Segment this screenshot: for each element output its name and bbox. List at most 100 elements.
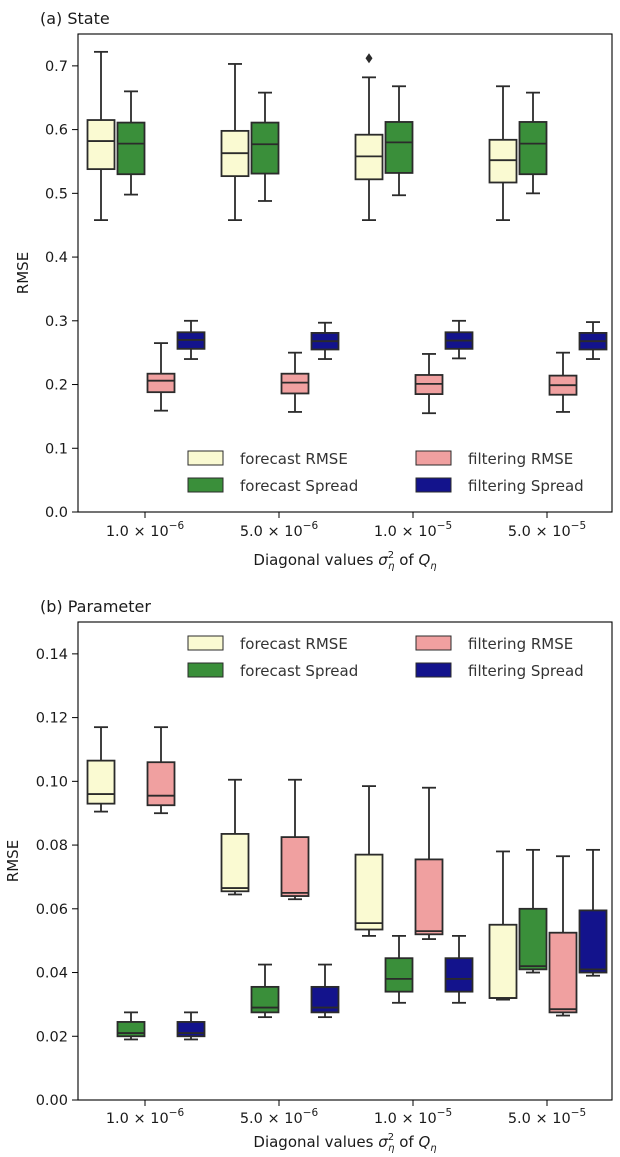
box-body [414, 858, 444, 936]
x-tick-mantissa: 1.0 [106, 1111, 129, 1127]
panel-parameter: (b) Parameter 0.00 0.02 0.04 0.06 0.08 0.10 0.1… [4, 597, 613, 1154]
box-body [518, 121, 548, 176]
box-forecast-rmse [488, 850, 518, 1001]
y-tick-label: 0.0 [45, 505, 68, 521]
x-tick-mantissa: 1.0 [106, 524, 129, 540]
x-tick-times: × 10 [531, 1111, 571, 1127]
y-tick-label: 0.3 [45, 314, 68, 330]
box-filtering-spread [176, 1011, 206, 1041]
box-body [488, 138, 518, 184]
legend-swatch [187, 450, 224, 466]
y-tick-label: 0.04 [36, 966, 68, 982]
box-forecast-spread [384, 85, 414, 197]
y-axis-label: RMSE [4, 840, 22, 882]
legend-swatch [187, 662, 224, 678]
x-tick-label: 1.0 × 10−6 [106, 520, 185, 540]
box-body [250, 121, 280, 175]
legend-label: forecast Spread [240, 662, 358, 680]
box-filtering-spread [310, 963, 340, 1019]
box-filtering-rmse [146, 342, 176, 412]
box-forecast-rmse [354, 785, 384, 937]
box-body [548, 931, 578, 1014]
x-label-text: of [394, 1133, 418, 1151]
box-body [488, 923, 518, 999]
box-filtering-spread [578, 848, 608, 977]
x-label-sigma: σ [378, 1133, 388, 1151]
outlier-point [365, 53, 373, 64]
x-label-q: Q [418, 1133, 430, 1151]
box-forecast-rmse [86, 50, 116, 222]
x-tick-label: 1.0 × 10−6 [106, 1107, 185, 1127]
x-tick-exponent: −6 [303, 1107, 319, 1119]
x-tick-label: 5.0 × 10−6 [240, 520, 319, 540]
box-filtering-rmse [548, 855, 578, 1017]
panel-title: (a) State [40, 9, 110, 28]
x-tick-exponent: −6 [303, 520, 319, 532]
y-tick-label: 0.12 [36, 711, 68, 727]
x-tick-times: × 10 [263, 524, 303, 540]
plot-frame [77, 33, 613, 513]
box-forecast-spread [384, 934, 414, 1004]
x-axis-label: Diagonal values σ2 η of Qη [253, 550, 436, 572]
box-forecast-rmse [220, 778, 250, 896]
x-tick-mantissa: 1.0 [374, 1111, 397, 1127]
legend-label: filtering Spread [468, 477, 584, 495]
box-body [146, 761, 176, 807]
box-body [146, 372, 176, 394]
x-label-subscript: η [430, 1143, 436, 1154]
y-tick-label: 0.00 [36, 1093, 68, 1109]
x-tick-mantissa: 5.0 [240, 1111, 263, 1127]
x-tick-times: × 10 [531, 524, 571, 540]
box-body [280, 836, 310, 897]
x-label-q: Q [418, 551, 430, 569]
box-body [86, 119, 116, 171]
legend-swatch [415, 450, 452, 466]
x-label-superscript: 2 [388, 1132, 394, 1143]
y-tick-label: 0.08 [36, 838, 68, 854]
x-tick-times: × 10 [129, 524, 169, 540]
x-label-superscript: 2 [388, 550, 394, 561]
x-tick-times: × 10 [129, 1111, 169, 1127]
y-axis-label: RMSE [14, 252, 32, 294]
y-tick-label: 0.2 [45, 378, 68, 394]
y-tick-label: 0.5 [45, 186, 68, 202]
box-filtering-spread [310, 321, 340, 360]
box-forecast-rmse [354, 53, 384, 222]
x-tick-times: × 10 [397, 524, 437, 540]
x-label-sigma: σ [378, 551, 388, 569]
legend-swatch [187, 477, 224, 493]
legend-swatch [187, 635, 224, 651]
box-forecast-spread [250, 963, 280, 1019]
x-tick-label: 5.0 × 10−5 [508, 1107, 586, 1127]
box-body [518, 907, 548, 971]
box-forecast-rmse [220, 63, 250, 222]
box-filtering-spread [444, 319, 474, 360]
x-label-subscript: η [388, 1143, 394, 1154]
y-tick-label: 0.14 [36, 647, 68, 663]
box-body [384, 957, 414, 993]
box-filtering-rmse [280, 778, 310, 901]
legend-label: filtering RMSE [468, 635, 573, 653]
x-tick-mantissa: 5.0 [240, 524, 263, 540]
legend-label: forecast Spread [240, 477, 358, 495]
box-body [116, 121, 146, 176]
box-filtering-rmse [414, 786, 444, 940]
box-body [354, 853, 384, 931]
x-tick-mantissa: 1.0 [374, 524, 397, 540]
box-forecast-spread [116, 1011, 146, 1041]
x-tick-exponent: −5 [437, 520, 452, 532]
y-tick-label: 0.7 [45, 59, 68, 75]
x-tick-label: 5.0 × 10−6 [240, 1107, 319, 1127]
x-tick-exponent: −5 [571, 520, 586, 532]
box-filtering-spread [176, 319, 206, 360]
panel-state: (a) State 0.0 0.1 0.2 0.3 0.4 0.5 0.6 0.7 RMSE 1.0… [14, 9, 613, 572]
legend-label: forecast RMSE [240, 450, 348, 468]
x-tick-label: 1.0 × 10−5 [374, 1107, 452, 1127]
x-tick-label: 5.0 × 10−5 [508, 520, 586, 540]
y-tick-label: 0.02 [36, 1029, 68, 1045]
plot-frame [77, 621, 613, 1101]
box-forecast-spread [116, 90, 146, 196]
legend: forecast RMSE forecast Spread filtering RM… [187, 450, 584, 495]
x-tick-exponent: −5 [437, 1107, 452, 1119]
